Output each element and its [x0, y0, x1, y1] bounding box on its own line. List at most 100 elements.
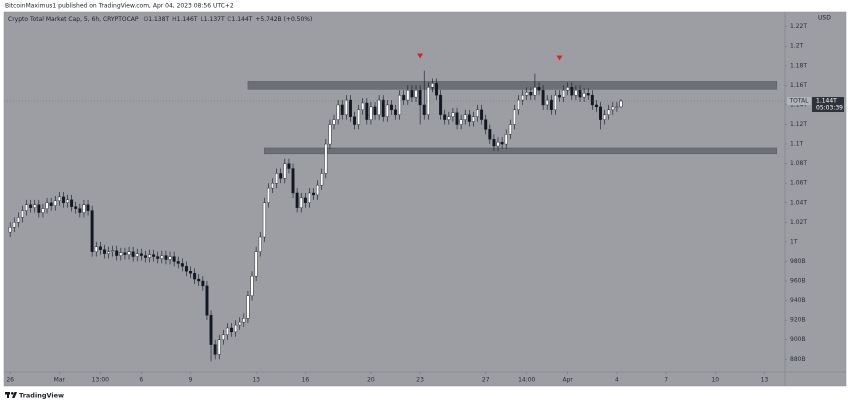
x-tick-label: 23 — [416, 377, 424, 384]
x-tick-label: 16 — [302, 377, 310, 384]
candle-body — [451, 112, 455, 117]
x-tick-label: 20 — [367, 377, 375, 384]
x-tick-label: 9 — [189, 377, 193, 384]
chart-background — [3, 11, 847, 387]
candle-body — [201, 280, 205, 287]
candle-body — [312, 192, 316, 196]
candle-body — [279, 173, 283, 179]
x-tick-label: 4 — [615, 377, 619, 384]
symbol-tag-box — [787, 97, 811, 106]
candle-body — [266, 187, 270, 203]
candle-body — [238, 321, 242, 326]
candle-body — [463, 114, 467, 120]
candle-body — [262, 202, 266, 238]
candle-body — [590, 94, 594, 106]
candle-body — [344, 99, 348, 115]
countdown: 05:03:39 — [816, 105, 843, 112]
candle-body — [467, 114, 471, 122]
y-tick-label: 960B — [790, 278, 806, 285]
chart-header: Crypto Total Market Cap, 5, 6h, CRYPTOCA… — [8, 16, 312, 23]
candle-body — [410, 90, 414, 98]
candle-body — [558, 94, 561, 98]
candle-body — [102, 249, 106, 254]
candle-body — [250, 275, 254, 296]
candle-body — [549, 99, 553, 111]
candle-body — [508, 124, 512, 135]
candle-body — [152, 254, 156, 257]
candle-body — [82, 204, 86, 213]
marker — [556, 55, 563, 61]
x-tick-label: 13:00 — [92, 377, 109, 384]
brand-logo — [5, 392, 17, 398]
candle-body — [246, 295, 250, 319]
candle-body — [230, 327, 234, 333]
candle-body — [566, 87, 570, 91]
candle-body — [283, 163, 287, 179]
candle-body — [303, 197, 307, 203]
candle-body — [430, 83, 434, 88]
candle-body — [525, 92, 529, 96]
candle-body — [332, 119, 336, 125]
candle-body — [607, 109, 611, 115]
y-tick-label: 980B — [790, 258, 806, 265]
last-price-label: 1.144T — [816, 98, 837, 105]
candle-body — [500, 141, 504, 145]
candle-body — [517, 99, 520, 111]
candle-body — [70, 199, 74, 207]
candle-body — [320, 173, 324, 186]
ohlc-value: 1.146T — [177, 16, 198, 23]
candle-body — [41, 208, 45, 213]
axes: 880B 900B 920B 940B 960B 980B 1T 1.02T 1.04T 1.06… — [6, 23, 844, 384]
candle-body — [512, 109, 516, 125]
brand: TradingView — [19, 392, 64, 400]
candle-body — [385, 104, 389, 117]
candle-body — [496, 141, 500, 147]
candle-body — [537, 87, 541, 91]
candle-body — [16, 217, 20, 223]
y-tick-label: 1.2T — [790, 43, 804, 50]
candle-body — [541, 90, 545, 106]
candle-body — [361, 102, 365, 111]
candle-body — [295, 192, 299, 208]
candle-body — [422, 104, 426, 115]
candle-body — [439, 94, 443, 115]
candle-body — [119, 252, 123, 256]
marker — [417, 53, 424, 59]
y-tick-label: 1.04T — [790, 199, 807, 206]
candle-body — [189, 271, 193, 274]
candle-body — [545, 99, 549, 106]
x-tick-label: Mar — [54, 377, 66, 384]
x-tick-label: 10 — [711, 377, 719, 384]
candle-body — [193, 272, 197, 280]
candle-body — [443, 114, 447, 120]
y-tick-label: 940B — [790, 297, 806, 304]
chart-title: Crypto Total Market Cap, 5, 6h, CRYPTOCA… — [8, 16, 139, 23]
candle-body — [402, 94, 406, 101]
candle-body — [365, 102, 369, 120]
candle-body — [258, 236, 262, 252]
candle-body — [480, 109, 484, 120]
candle-body — [135, 253, 139, 257]
candle-body — [533, 87, 537, 96]
candle-body — [234, 324, 238, 333]
candle-body — [139, 253, 143, 256]
candle-body — [418, 90, 422, 106]
candle-body — [435, 83, 438, 96]
candle-body — [459, 119, 463, 125]
candle-body — [291, 168, 295, 194]
y-tick-label: 900B — [790, 336, 806, 343]
candle-body — [57, 196, 61, 202]
candle-body — [381, 99, 385, 117]
candle-body — [25, 204, 29, 211]
y-tick-label: 1.12T — [790, 121, 807, 128]
candle-body — [492, 138, 496, 147]
candle-body — [180, 263, 184, 267]
y-tick-label: 1.02T — [790, 219, 807, 226]
candle-body — [307, 192, 311, 203]
candle-body — [570, 87, 574, 96]
candle-body — [94, 246, 98, 252]
candle-body — [369, 106, 373, 120]
candle-body — [37, 204, 41, 213]
candle-body — [61, 196, 65, 203]
